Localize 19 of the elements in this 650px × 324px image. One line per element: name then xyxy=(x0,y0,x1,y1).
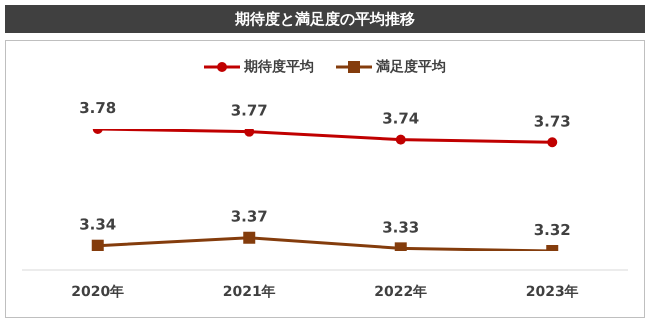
x-tick-label: 2022年 xyxy=(374,284,428,300)
legend-label: 満足度平均 xyxy=(376,58,446,76)
data-label: 3.34 xyxy=(79,216,116,234)
x-tick-label: 2023年 xyxy=(526,284,579,300)
data-label: 3.32 xyxy=(534,221,571,239)
data-label: 3.73 xyxy=(534,112,571,130)
x-tick-label: 2021年 xyxy=(222,284,276,300)
legend-label: 期待度平均 xyxy=(244,58,314,76)
data-label: 3.74 xyxy=(382,110,420,128)
point xyxy=(243,232,256,244)
x-tick-label: 2020年 xyxy=(71,284,124,300)
data-label: 3.78 xyxy=(79,99,116,117)
point xyxy=(547,137,558,148)
data-label: 3.77 xyxy=(230,102,268,120)
data-label: 3.33 xyxy=(382,218,420,236)
data-label: 3.37 xyxy=(230,208,268,226)
point xyxy=(92,240,104,251)
chart-title: 期待度と満足度の平均推移 xyxy=(5,5,645,33)
point xyxy=(396,134,406,145)
